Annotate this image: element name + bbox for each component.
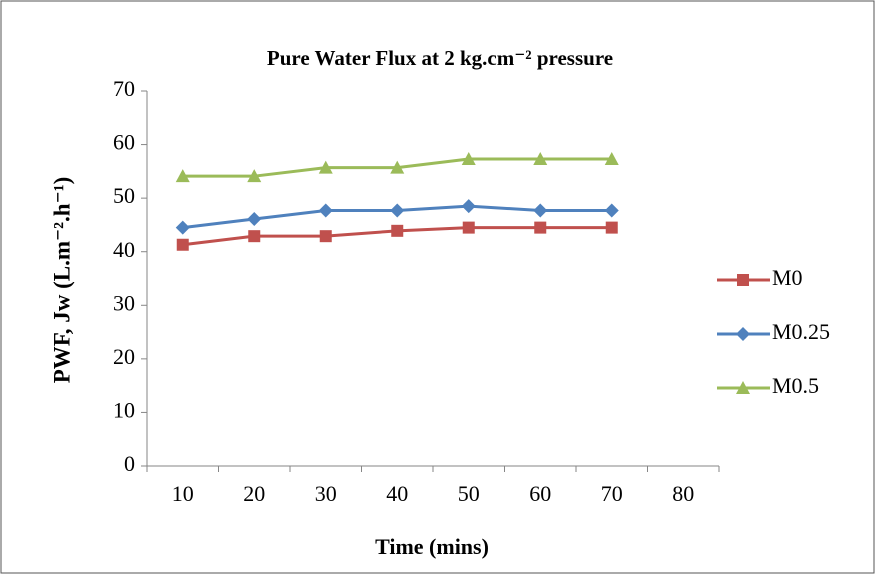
marker: [175, 220, 190, 235]
x-tick-label: 40: [386, 481, 408, 506]
x-tick-label: 80: [672, 481, 694, 506]
x-tick-label: 20: [243, 481, 265, 506]
marker: [461, 152, 476, 166]
marker: [461, 199, 476, 214]
y-tick-label: 30: [113, 290, 135, 315]
marker: [176, 238, 189, 251]
marker: [534, 221, 547, 234]
y-axis-label: PWF, Jᴡ (L.m⁻².h⁻¹): [49, 177, 74, 384]
y-tick-label: 60: [113, 130, 135, 155]
marker: [318, 203, 333, 218]
marker: [247, 169, 262, 183]
marker: [604, 152, 619, 166]
legend-label: M0: [772, 265, 803, 290]
legend-label: M0.25: [772, 319, 830, 344]
marker: [391, 224, 404, 237]
marker: [247, 212, 262, 227]
x-tick-label: 60: [529, 481, 551, 506]
marker: [175, 169, 190, 183]
marker: [533, 152, 548, 166]
y-tick-label: 40: [113, 237, 135, 262]
marker: [318, 160, 333, 174]
marker: [390, 160, 405, 174]
y-tick-label: 70: [113, 76, 135, 101]
x-axis-label: Time (mins): [375, 534, 489, 559]
x-tick-label: 70: [601, 481, 623, 506]
x-tick-label: 30: [315, 481, 337, 506]
x-tick-label: 50: [458, 481, 480, 506]
marker: [462, 221, 475, 234]
legend-label: M0.5: [772, 373, 819, 398]
y-tick-label: 10: [113, 397, 135, 422]
marker: [605, 221, 618, 234]
marker: [319, 230, 332, 243]
marker: [390, 203, 405, 218]
chart-title: Pure Water Flux at 2 kg.cm⁻² pressure: [267, 46, 613, 70]
marker: [248, 230, 261, 243]
y-tick-label: 20: [113, 344, 135, 369]
marker: [604, 203, 619, 218]
legend-marker: [736, 381, 750, 394]
marker: [533, 203, 548, 218]
y-tick-label: 50: [113, 183, 135, 208]
y-tick-label: 0: [124, 451, 135, 476]
legend-marker: [736, 327, 750, 341]
legend-marker: [737, 274, 749, 286]
x-tick-label: 10: [172, 481, 194, 506]
